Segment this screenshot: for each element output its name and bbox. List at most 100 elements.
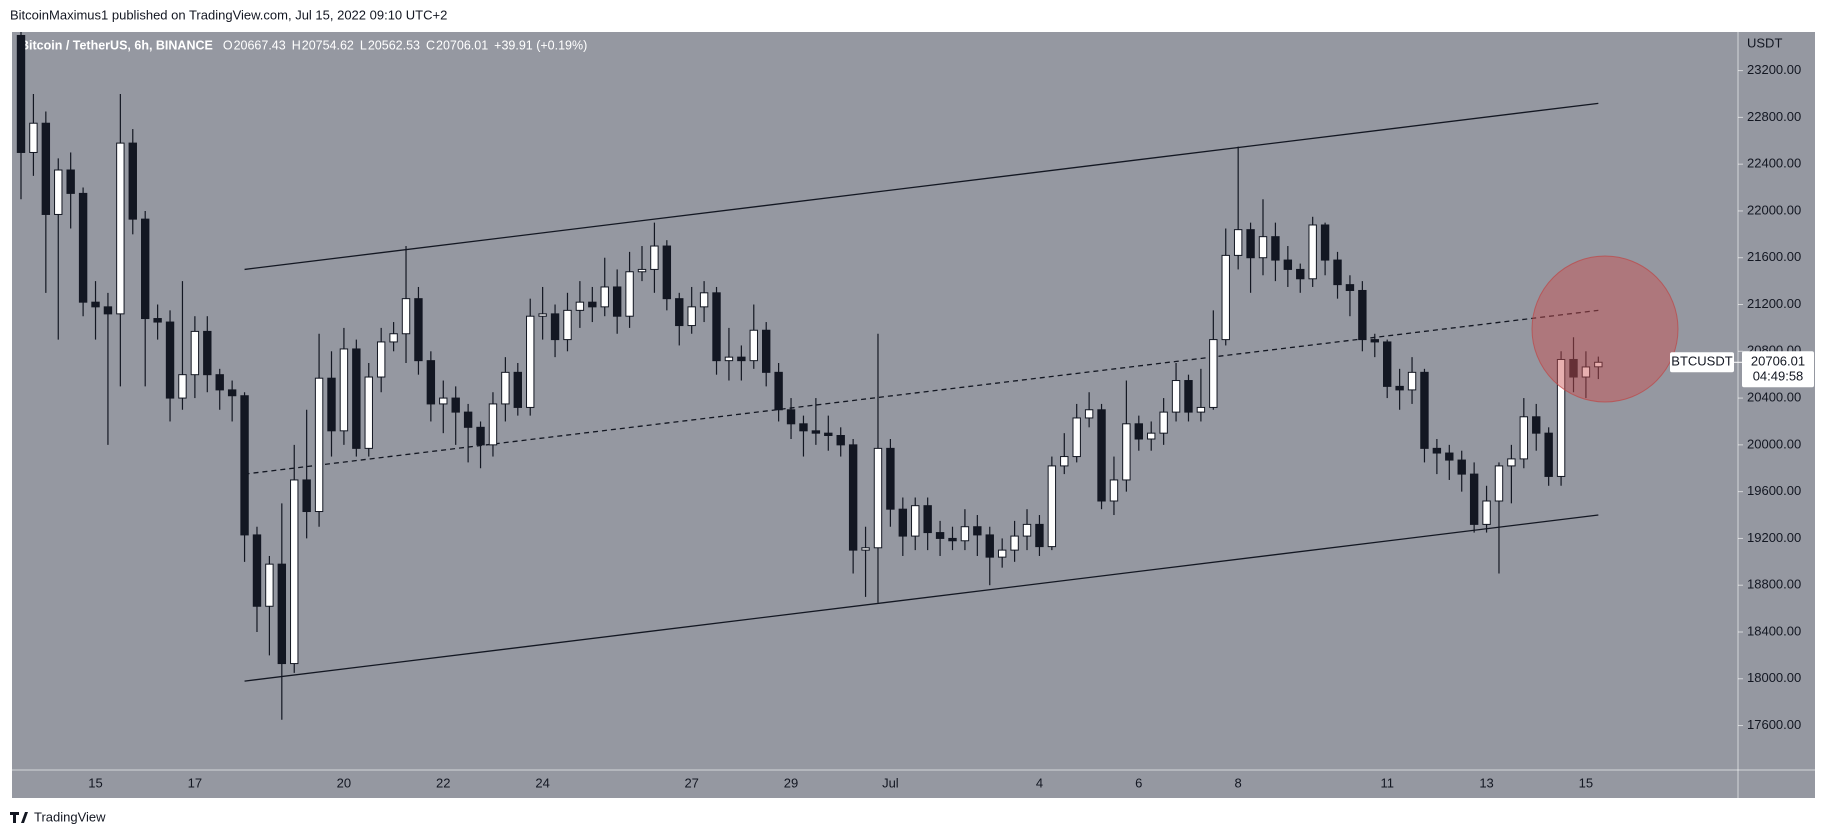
candle-body — [439, 397, 448, 405]
candle-body — [1109, 479, 1119, 502]
candle-body — [1482, 500, 1491, 525]
candle-body — [1445, 452, 1454, 461]
candle-body — [1383, 341, 1392, 387]
candle-body — [153, 318, 162, 323]
x-tick-label: 17 — [188, 775, 202, 790]
candle-body — [749, 329, 758, 362]
candle-body — [935, 532, 945, 539]
x-tick-label: 4 — [1036, 775, 1043, 790]
x-tick-label: 11 — [1380, 775, 1394, 790]
ohlc-value: 20754.62 — [302, 38, 354, 52]
candle-body — [799, 423, 808, 432]
candle-body — [1345, 284, 1355, 291]
candle-body — [786, 409, 796, 425]
candle-body — [1358, 289, 1367, 341]
candle-body — [401, 298, 411, 335]
ohlc-value: 20667.43 — [234, 38, 286, 52]
candle-body — [1147, 432, 1156, 440]
candle-body — [190, 330, 200, 376]
candle-body — [911, 505, 920, 537]
candle-body — [1432, 447, 1442, 454]
candle-body — [54, 169, 63, 215]
legend: Bitcoin / TetherUS, 6h, BINANCE O 20667.43… — [20, 38, 587, 52]
candle-body — [227, 389, 237, 397]
candle-body — [1494, 465, 1504, 502]
candle-body — [265, 563, 274, 607]
candle-body — [625, 271, 634, 317]
candle-body — [1594, 361, 1603, 368]
y-tick-label: 18800.00 — [1747, 577, 1801, 592]
candle-body — [141, 218, 150, 320]
candle-body — [563, 309, 572, 341]
x-tick-label: 27 — [684, 775, 698, 790]
x-tick-label: 15 — [1579, 775, 1593, 790]
trendline — [244, 309, 1599, 475]
candle-body — [1320, 224, 1330, 261]
candle-body — [240, 395, 249, 536]
candle-body — [575, 301, 585, 311]
x-tick-label: 13 — [1479, 775, 1493, 790]
x-tick-label: 22 — [436, 775, 450, 790]
candle-body — [1519, 416, 1529, 460]
y-tick-label: 17600.00 — [1747, 717, 1801, 732]
candle-body — [339, 348, 349, 432]
candle-body — [886, 447, 895, 510]
candle-body — [1047, 465, 1057, 548]
candle-body — [1507, 458, 1516, 467]
candle-body — [66, 169, 75, 194]
candle-body — [1097, 409, 1106, 502]
plot — [16, 32, 1679, 720]
candle-body — [1407, 371, 1417, 391]
candle-body — [1122, 423, 1131, 481]
ohlc-letter: L — [360, 38, 367, 52]
price-tag: 20706.01 — [1751, 354, 1805, 369]
candle-body — [1022, 523, 1032, 537]
candle-body — [352, 348, 361, 449]
candle-body — [78, 192, 88, 303]
change: +39.91 (+0.19%) — [494, 38, 587, 52]
candle-body — [1010, 535, 1019, 551]
candle-body — [1159, 411, 1168, 434]
y-tick-label: 18400.00 — [1747, 623, 1801, 638]
candle-body — [948, 537, 957, 542]
candle-body — [1134, 423, 1143, 440]
y-tick-label: 22400.00 — [1747, 156, 1801, 171]
candle-body — [1581, 366, 1591, 378]
candle-body — [650, 245, 659, 270]
candle-body — [699, 292, 709, 308]
byline: BitcoinMaximus1 published on TradingView… — [10, 7, 447, 22]
candle-body — [538, 313, 547, 317]
brand: TradingView — [34, 809, 106, 824]
candle-body — [861, 547, 870, 551]
candle-body — [1296, 268, 1305, 280]
y-axis-label: USDT — [1747, 35, 1782, 50]
candle-body — [364, 376, 373, 449]
candle-body — [116, 142, 125, 315]
candle-body — [1209, 339, 1218, 408]
candle-body — [687, 306, 696, 327]
candle-body — [898, 508, 908, 537]
candle-body — [662, 245, 672, 300]
x-tick-label: 8 — [1235, 775, 1242, 790]
trendline — [244, 102, 1599, 271]
candle-body — [1532, 416, 1541, 434]
plot-area — [12, 32, 1738, 770]
y-tick-label: 21600.00 — [1747, 249, 1801, 264]
candle-body — [811, 430, 821, 434]
x-tick-label: 20 — [337, 775, 351, 790]
candle-body — [1395, 385, 1404, 391]
brand-logo — [10, 812, 28, 823]
candle-body — [1246, 229, 1255, 259]
candle-body — [252, 534, 262, 607]
candle-body — [103, 306, 113, 315]
candle-body — [1271, 236, 1280, 261]
highlight-circle — [1531, 255, 1679, 403]
candle-body — [414, 298, 423, 362]
candle-body — [1333, 259, 1342, 286]
candle-body — [1556, 358, 1566, 477]
candle-body — [451, 397, 460, 413]
candle-body — [712, 292, 721, 362]
candle-body — [973, 526, 982, 536]
candle-body — [550, 313, 560, 341]
y-tick-label: 18000.00 — [1747, 670, 1801, 685]
